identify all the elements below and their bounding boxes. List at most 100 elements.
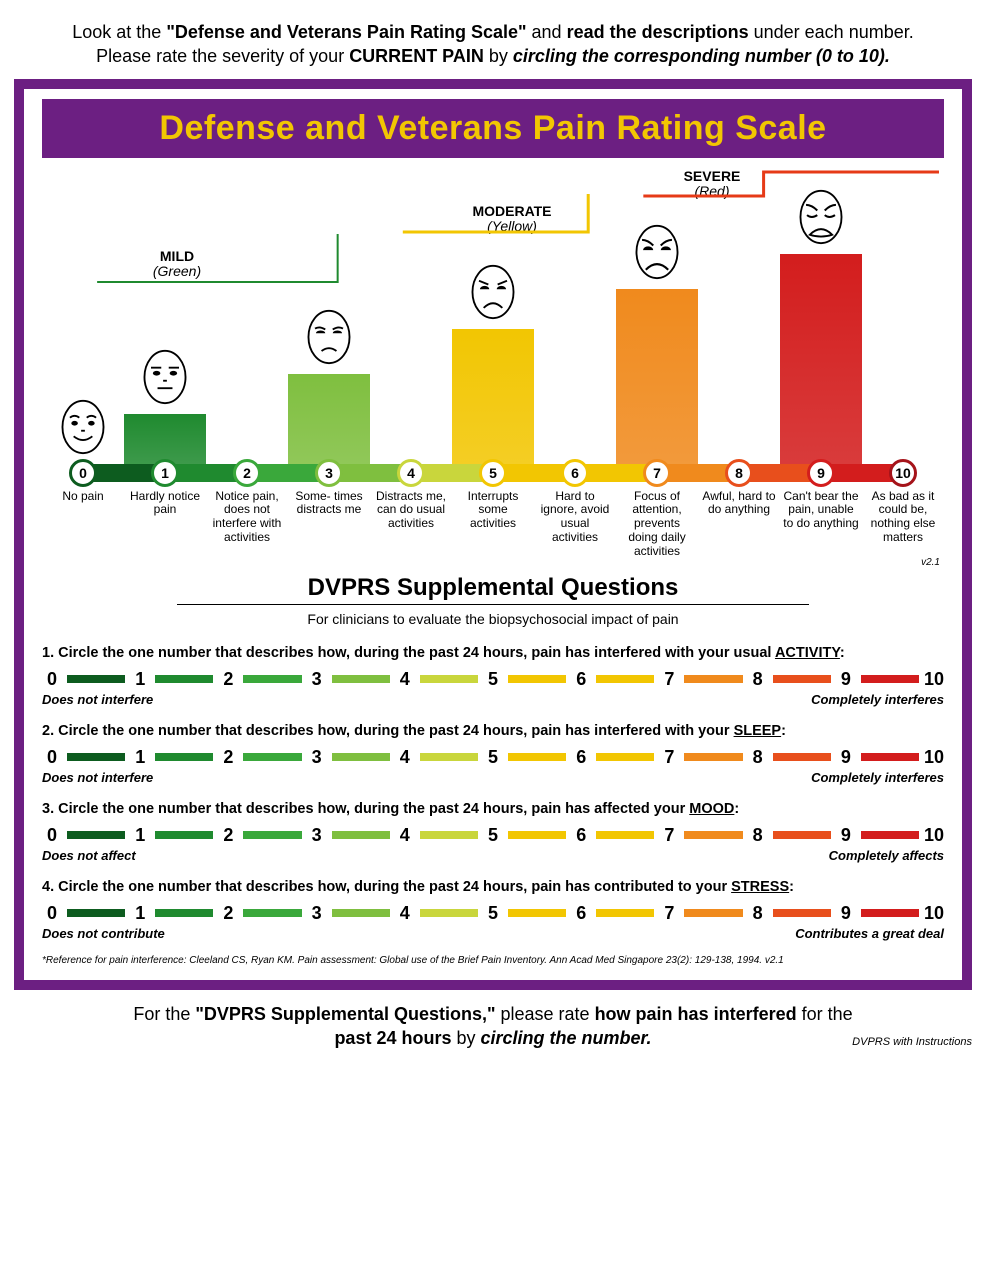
category-label-mild: MILD(Green) [142, 249, 212, 280]
scale-number-badge[interactable]: 8 [725, 459, 753, 487]
pain-bar-7 [616, 289, 698, 464]
scale-option-5[interactable]: 5 [483, 903, 503, 924]
scale-option-3[interactable]: 3 [307, 903, 327, 924]
scale-segment [332, 831, 390, 839]
main-frame: Defense and Veterans Pain Rating Scale 0… [14, 79, 972, 990]
scale-point-8[interactable]: 8Awful, hard to do anything [698, 164, 780, 554]
scale-number-badge[interactable]: 6 [561, 459, 589, 487]
scale-option-3[interactable]: 3 [307, 747, 327, 768]
scale-option-10[interactable]: 10 [924, 669, 944, 690]
scale-segment [596, 753, 654, 761]
scale-option-10[interactable]: 10 [924, 903, 944, 924]
scale-option-9[interactable]: 9 [836, 747, 856, 768]
scale-anchors: Does not affectCompletely affects [42, 848, 944, 863]
scale-segment [684, 831, 742, 839]
pain-bar-3 [288, 374, 370, 464]
scale-segment [332, 675, 390, 683]
scale-point-1[interactable]: 1 Hardly notice pain [124, 164, 206, 554]
scale-number-badge[interactable]: 3 [315, 459, 343, 487]
scale-option-1[interactable]: 1 [130, 903, 150, 924]
pain-bar-9 [780, 254, 862, 464]
scale-number-badge[interactable]: 4 [397, 459, 425, 487]
scale-option-5[interactable]: 5 [483, 825, 503, 846]
scale-option-10[interactable]: 10 [924, 747, 944, 768]
scale-description: Can't bear the pain, unable to do anythi… [780, 490, 862, 554]
top-instructions: Look at the "Defense and Veterans Pain R… [14, 20, 972, 69]
scale-number-badge[interactable]: 5 [479, 459, 507, 487]
scale-option-6[interactable]: 6 [571, 903, 591, 924]
scale-segment [67, 831, 125, 839]
supplemental-divider [177, 604, 808, 605]
scale-segment [420, 753, 478, 761]
scale-description: Hardly notice pain [124, 490, 206, 554]
scale-option-7[interactable]: 7 [659, 825, 679, 846]
scale-option-6[interactable]: 6 [571, 747, 591, 768]
scale-point-10[interactable]: 10As bad as it could be, nothing else ma… [862, 164, 944, 554]
scale-segment [420, 909, 478, 917]
scale-number-badge[interactable]: 10 [889, 459, 917, 487]
scale-option-9[interactable]: 9 [836, 825, 856, 846]
pain-bar-5 [452, 329, 534, 464]
scale-option-0[interactable]: 0 [42, 825, 62, 846]
scale-option-3[interactable]: 3 [307, 825, 327, 846]
bottom-tag: DVPRS with Instructions [852, 1035, 972, 1050]
scale-option-9[interactable]: 9 [836, 903, 856, 924]
scale-option-0[interactable]: 0 [42, 747, 62, 768]
scale-number-badge[interactable]: 7 [643, 459, 671, 487]
scale-option-7[interactable]: 7 [659, 747, 679, 768]
scale-option-10[interactable]: 10 [924, 825, 944, 846]
scale-segment [773, 831, 831, 839]
scale-option-5[interactable]: 5 [483, 747, 503, 768]
scale-segment [332, 753, 390, 761]
scale-segment [861, 909, 919, 917]
scale-anchors: Does not contributeContributes a great d… [42, 926, 944, 941]
scale-point-0[interactable]: 0 No pain [42, 164, 124, 554]
scale-option-2[interactable]: 2 [218, 747, 238, 768]
scale-segment [773, 909, 831, 917]
question-sleep: 2. Circle the one number that describes … [42, 723, 944, 739]
scale-option-1[interactable]: 1 [130, 747, 150, 768]
scale-point-9[interactable]: 9 Can't bear the pain, unable to do anyth… [780, 164, 862, 554]
scale-option-6[interactable]: 6 [571, 669, 591, 690]
scale-segment [67, 753, 125, 761]
scale-option-1[interactable]: 1 [130, 825, 150, 846]
scale-description: Interrupts some activities [452, 490, 534, 554]
scale-option-6[interactable]: 6 [571, 825, 591, 846]
scale-option-0[interactable]: 0 [42, 903, 62, 924]
title-bar: Defense and Veterans Pain Rating Scale [42, 99, 944, 158]
scale-option-8[interactable]: 8 [748, 669, 768, 690]
scale-number-badge[interactable]: 0 [69, 459, 97, 487]
main-title: Defense and Veterans Pain Rating Scale [159, 109, 826, 147]
scale-option-8[interactable]: 8 [748, 747, 768, 768]
scale-option-2[interactable]: 2 [218, 903, 238, 924]
scale-description: Hard to ignore, avoid usual activities [534, 490, 616, 554]
scale-point-7[interactable]: 7Focus of attention, prevents doing dail… [616, 164, 698, 554]
scale-option-5[interactable]: 5 [483, 669, 503, 690]
scale-option-9[interactable]: 9 [836, 669, 856, 690]
scale-option-4[interactable]: 4 [395, 903, 415, 924]
scale-number-badge[interactable]: 9 [807, 459, 835, 487]
category-label-moderate: MODERATE(Yellow) [462, 204, 562, 235]
scale-option-7[interactable]: 7 [659, 903, 679, 924]
scale-option-2[interactable]: 2 [218, 669, 238, 690]
scale-number-badge[interactable]: 1 [151, 459, 179, 487]
supplemental-title: DVPRS Supplemental Questions [42, 574, 944, 602]
scale-option-4[interactable]: 4 [395, 747, 415, 768]
scale-option-8[interactable]: 8 [748, 825, 768, 846]
scale-segment [773, 675, 831, 683]
scale-option-7[interactable]: 7 [659, 669, 679, 690]
scale-option-8[interactable]: 8 [748, 903, 768, 924]
scale-option-0[interactable]: 0 [42, 669, 62, 690]
scale-description: Notice pain, does not interfere with act… [206, 490, 288, 554]
scale-description: No pain [42, 490, 124, 554]
scale-point-4[interactable]: 4Distracts me, can do usual activities [370, 164, 452, 554]
scale-option-1[interactable]: 1 [130, 669, 150, 690]
scale-point-2[interactable]: 2 Notice pain, does not interfere with ac… [206, 164, 288, 554]
scale-point-3[interactable]: 3Some- times distracts me [288, 164, 370, 554]
scale-segment [596, 675, 654, 683]
scale-option-3[interactable]: 3 [307, 669, 327, 690]
scale-option-2[interactable]: 2 [218, 825, 238, 846]
scale-option-4[interactable]: 4 [395, 669, 415, 690]
scale-option-4[interactable]: 4 [395, 825, 415, 846]
scale-number-badge[interactable]: 2 [233, 459, 261, 487]
